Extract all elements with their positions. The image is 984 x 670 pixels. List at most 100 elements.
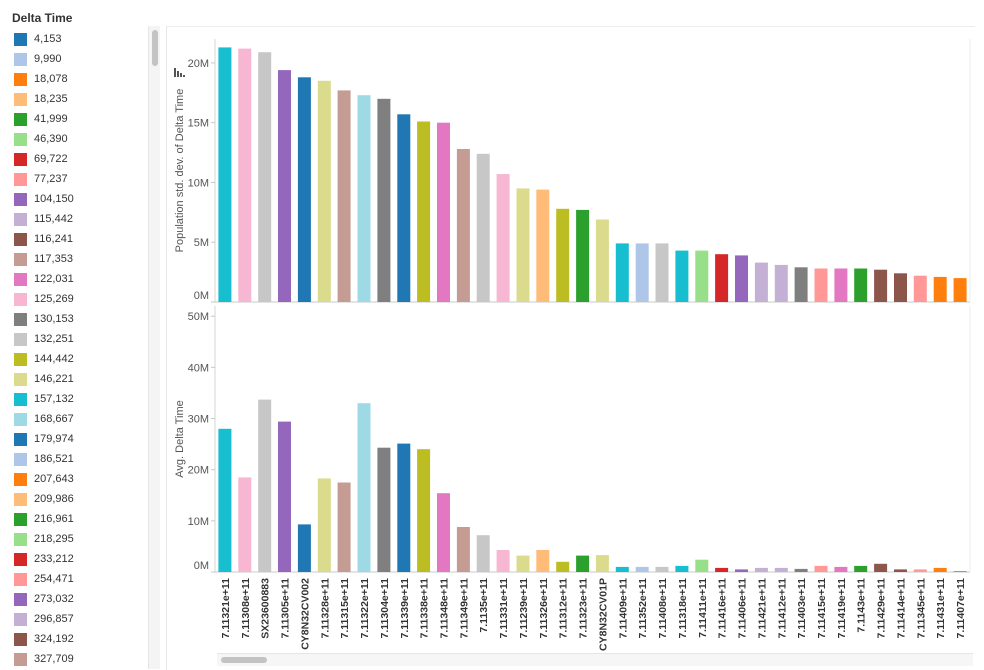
bar	[317, 80, 331, 302]
legend-item[interactable]: 77,237	[14, 169, 154, 189]
bar	[854, 565, 868, 572]
legend-item[interactable]: 157,132	[14, 389, 154, 409]
legend-item[interactable]: 132,251	[14, 329, 154, 349]
legend-swatch	[14, 392, 27, 406]
legend-item[interactable]: 168,667	[14, 409, 154, 429]
bar	[238, 48, 252, 302]
bar	[953, 571, 967, 572]
legend-swatch	[14, 492, 27, 506]
bar	[615, 243, 629, 302]
legend-swatch	[14, 232, 27, 246]
legend-swatch	[14, 72, 27, 86]
legend-item[interactable]: 115,442	[14, 209, 154, 229]
legend-swatch	[14, 552, 27, 566]
chart-frame: 0M 5M 10M 15M 20M Population std. dev. of Del…	[166, 26, 975, 670]
legend-label: 18,235	[34, 93, 68, 105]
legend-swatch	[14, 92, 27, 106]
bar	[476, 153, 490, 302]
legend-scrollbar-thumb[interactable]	[152, 30, 158, 66]
legend-swatch	[14, 292, 27, 306]
legend-item[interactable]: 41,999	[14, 109, 154, 129]
legend-item[interactable]: 218,295	[14, 529, 154, 549]
legend-label: 104,150	[34, 193, 74, 205]
legend-item[interactable]: 144,442	[14, 349, 154, 369]
x-tick-label: 7.11407e+11	[955, 578, 967, 639]
legend-item[interactable]: 296,857	[14, 609, 154, 629]
x-tick-label: 7.11414e+11	[896, 578, 908, 639]
legend-label: 125,269	[34, 293, 74, 305]
bar	[834, 566, 848, 572]
legend-item[interactable]: 209,986	[14, 489, 154, 509]
legend-item[interactable]: 104,150	[14, 189, 154, 209]
legend-swatch	[14, 172, 27, 186]
legend-item[interactable]: 273,032	[14, 589, 154, 609]
legend-item[interactable]: 327,709	[14, 649, 154, 669]
legend-item[interactable]: 254,471	[14, 569, 154, 589]
bar	[715, 567, 729, 572]
bar	[874, 269, 888, 302]
horizontal-scrollbar[interactable]	[217, 653, 973, 666]
legend-label: 132,251	[34, 333, 74, 345]
legend-item[interactable]: 18,078	[14, 69, 154, 89]
legend-item[interactable]: 18,235	[14, 89, 154, 109]
bar	[417, 449, 431, 572]
bar	[953, 278, 967, 302]
legend-swatch	[14, 132, 27, 146]
legend-item[interactable]: 179,974	[14, 429, 154, 449]
legend-label: 41,999	[34, 113, 68, 125]
legend-item[interactable]: 186,521	[14, 449, 154, 469]
legend-item[interactable]: 9,990	[14, 49, 154, 69]
legend-item[interactable]: 46,390	[14, 129, 154, 149]
y-tick-label: 0M	[194, 560, 209, 572]
legend-label: 216,961	[34, 513, 74, 525]
legend-scrollbar[interactable]	[148, 26, 160, 669]
legend-swatch	[14, 592, 27, 606]
legend-item[interactable]: 207,643	[14, 469, 154, 489]
legend-title: Delta Time	[12, 11, 73, 25]
legend-label: 207,643	[34, 473, 74, 485]
bar	[377, 447, 391, 572]
legend-label: 168,667	[34, 413, 74, 425]
legend-item[interactable]: 122,031	[14, 269, 154, 289]
legend-swatch	[14, 652, 27, 666]
x-tick-label: 7.11345e+11	[915, 578, 927, 639]
legend-item[interactable]: 233,212	[14, 549, 154, 569]
legend-item[interactable]: 116,241	[14, 229, 154, 249]
legend-label: 186,521	[34, 453, 74, 465]
legend-item[interactable]: 216,961	[14, 509, 154, 529]
sort-icon[interactable]	[174, 68, 186, 78]
legend-label: 218,295	[34, 533, 74, 545]
legend-item[interactable]: 146,221	[14, 369, 154, 389]
bar	[297, 524, 311, 572]
legend-item[interactable]: 324,192	[14, 629, 154, 649]
legend-swatch	[14, 572, 27, 586]
bar	[595, 555, 609, 572]
legend-label: 116,241	[34, 233, 73, 245]
x-tick-label: 7.11322e+11	[359, 578, 371, 639]
horizontal-scrollbar-thumb[interactable]	[221, 657, 267, 663]
bar	[814, 565, 828, 572]
legend-swatch	[14, 512, 27, 526]
y-tick-label: 50M	[188, 311, 209, 323]
legend-label: 254,471	[34, 573, 74, 585]
x-tick-label: 7.11406e+11	[737, 578, 749, 639]
legend-label: 233,212	[34, 553, 74, 565]
x-tick-label: 7.11409e+11	[617, 578, 629, 639]
legend-swatch	[14, 112, 27, 126]
legend-item[interactable]: 130,153	[14, 309, 154, 329]
legend-swatch	[14, 632, 27, 646]
legend-item[interactable]: 4,153	[14, 29, 154, 49]
x-tick-label: 7.11331e+11	[498, 578, 510, 639]
x-tick-label: CY8N32CV01P	[597, 578, 609, 651]
bar	[794, 267, 808, 302]
legend-swatch	[14, 612, 27, 626]
legend-label: 69,722	[34, 153, 68, 165]
bar	[635, 243, 649, 302]
bar	[397, 114, 411, 302]
legend-swatch	[14, 212, 27, 226]
legend-item[interactable]: 125,269	[14, 289, 154, 309]
x-tick-label: 7.11305e+11	[280, 578, 292, 639]
legend-item[interactable]: 69,722	[14, 149, 154, 169]
legend-swatch	[14, 32, 27, 46]
legend-item[interactable]: 117,353	[14, 249, 154, 269]
